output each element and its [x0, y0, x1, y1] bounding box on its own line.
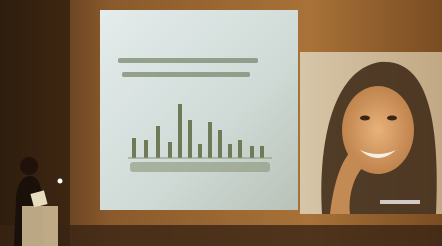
light-dot [58, 179, 63, 184]
lectern [22, 206, 58, 246]
floor [0, 225, 442, 246]
eye [387, 116, 397, 121]
presenter-head [20, 157, 38, 175]
slide-screen [100, 10, 298, 210]
video-controls [380, 200, 420, 204]
eye [360, 116, 370, 121]
slide-labels-blur [130, 162, 270, 172]
scene [0, 0, 442, 246]
